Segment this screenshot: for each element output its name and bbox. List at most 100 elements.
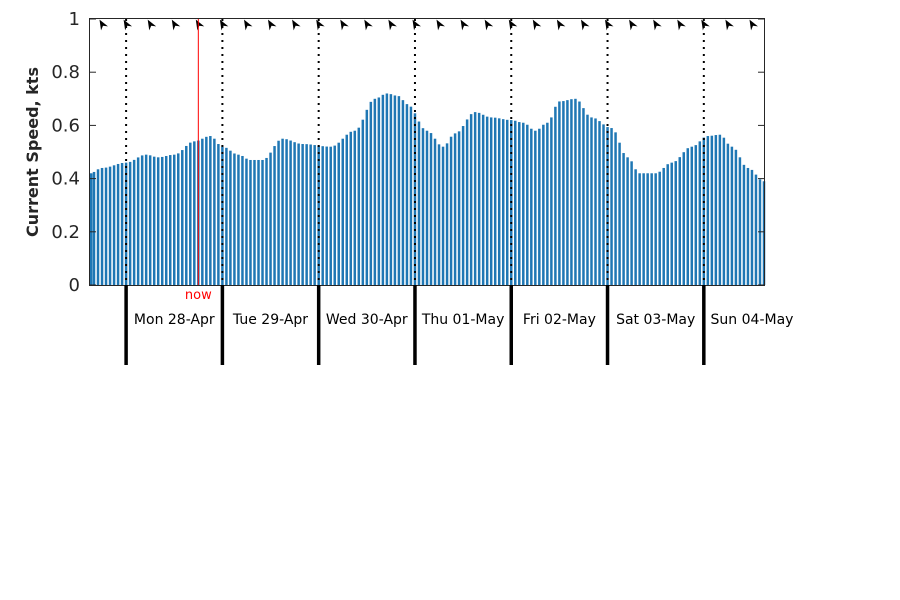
direction-arrow-icon [340,19,349,31]
speed-bar [598,121,601,285]
speed-bar [417,121,421,285]
speed-bar [562,101,565,285]
speed-bar [229,150,232,285]
day-dividers [125,19,705,285]
day-label: Tue 29-Apr [232,312,308,328]
speed-bar [313,145,316,285]
speed-bar [546,122,549,286]
speed-bar [746,167,750,285]
direction-arrow-icon [388,19,397,31]
speed-bar [245,158,248,285]
speed-bar [393,95,397,285]
direction-arrow-icon [436,19,445,31]
speed-bar [397,96,401,285]
speed-bar [457,131,461,285]
speed-bar [626,157,629,285]
speed-bar [213,138,216,285]
speed-bar [413,113,417,285]
speed-bar [614,132,617,285]
speed-bar [289,140,292,285]
speed-bar [116,163,120,285]
speed-bar [714,135,718,285]
speed-bar [353,130,357,285]
speed-bar [104,167,108,285]
speed-bar [365,109,369,285]
day-label: Sat 03-May [616,312,695,328]
speed-bar [90,173,93,285]
speed-bar [193,141,196,285]
speed-bar [493,117,497,285]
speed-bar [209,136,212,285]
speed-bar [96,169,100,285]
day-label: Sun 04-May [711,312,794,328]
speed-bar [429,133,433,285]
speed-bar [646,173,649,285]
speed-bar [542,124,545,286]
speed-bar [333,145,336,285]
y-axis: 0 0.2 0.4 0.6 0.8 1 [51,9,764,296]
speed-bar [301,144,304,285]
speed-bar [249,159,252,285]
speed-bar [160,156,164,285]
speed-bar [538,128,541,285]
speed-bar [357,127,361,285]
speed-bar [586,114,589,285]
speed-bar [241,155,244,285]
speed-bar [654,173,657,285]
speed-bar [100,167,104,285]
speed-bar [594,118,597,285]
speed-bar [618,142,621,285]
speed-bar [522,122,525,286]
speed-bar [465,119,469,285]
speed-bar [237,154,240,285]
speed-bar [453,133,457,285]
speed-bar [574,98,577,285]
speed-bar [421,128,425,285]
speed-bar [337,142,340,285]
speed-bar [377,97,381,285]
day-label: Thu 01-May [421,312,505,328]
speed-bar [140,155,144,285]
speed-bar [449,136,453,285]
speed-bar [321,146,324,285]
day-label: Wed 30-Apr [326,312,408,328]
speed-bar [666,164,669,285]
speed-bar [189,142,192,285]
speed-bar [128,161,132,285]
speed-bar [309,144,312,285]
speed-bar [253,159,256,285]
speed-bar [682,152,686,285]
y-tick-label: 0.4 [51,169,80,190]
speed-bar [305,144,308,285]
speed-bar [706,136,710,285]
speed-bar [261,159,264,285]
direction-arrow-icon [484,19,494,31]
speed-bar [201,138,204,285]
speed-bar [177,153,180,285]
direction-arrow-icon [292,19,301,31]
speed-bar [425,130,429,285]
speed-bar [554,106,557,285]
direction-arrow-icon [171,19,181,31]
speed-bar [401,100,405,285]
direction-arrow-icon [749,19,758,31]
speed-bar [273,146,276,285]
speed-bar [694,145,698,285]
speed-bar [112,165,116,285]
speed-bar [349,131,353,285]
speed-bar [325,146,328,285]
speed-bar [530,128,533,285]
speed-bar [389,94,393,285]
speed-bar [437,144,441,285]
speed-bar [650,173,653,285]
direction-arrow-icon [532,19,542,31]
speed-bar [181,150,184,285]
speed-bar [674,161,677,285]
speed-bar [726,143,730,285]
speed-bar [469,114,473,285]
day-label: Mon 28-Apr [134,312,215,328]
speed-bar [582,108,585,285]
speed-bar [590,117,593,285]
direction-arrow-icon [244,19,253,31]
speed-bar [662,167,665,285]
